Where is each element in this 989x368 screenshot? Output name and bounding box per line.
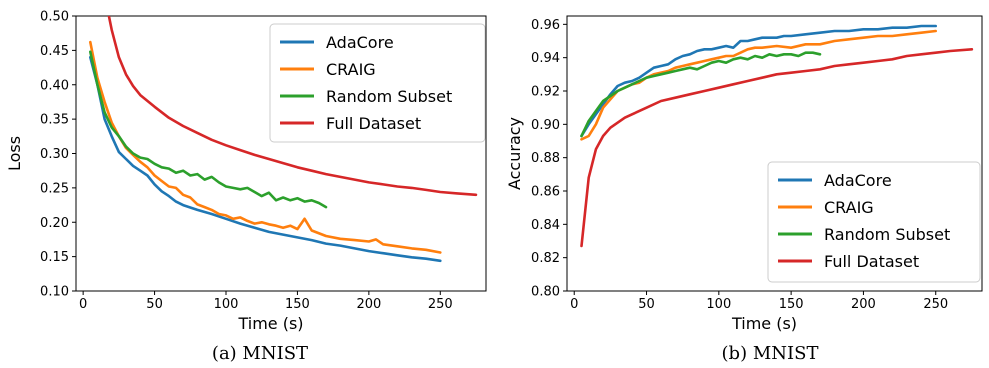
y-tick-label: 0.45 <box>40 44 69 59</box>
series-line-craig <box>580 29 937 141</box>
y-tick-label: 0.90 <box>531 118 560 133</box>
y-tick-label: 0.86 <box>531 185 560 200</box>
y-tick-label: 0.50 <box>40 10 69 25</box>
series-line-random-subset <box>89 50 328 209</box>
y-tick-label: 0.20 <box>40 216 69 231</box>
y-axis-label: Accuracy <box>505 117 524 190</box>
x-tick-label: 250 <box>923 297 948 312</box>
legend-label: AdaCore <box>824 171 892 190</box>
y-tick-label: 0.35 <box>40 113 69 128</box>
x-tick-label: 0 <box>79 297 87 312</box>
legend-label: Full Dataset <box>326 114 421 133</box>
x-axis-label: Time (s) <box>731 314 797 333</box>
x-tick-label: 150 <box>779 297 804 312</box>
x-tick-label: 50 <box>638 297 655 312</box>
legend-label: Random Subset <box>824 225 950 244</box>
y-tick-label: 0.96 <box>531 18 560 33</box>
series-line-adacore <box>580 24 937 138</box>
series-line-adacore <box>89 56 442 263</box>
accuracy-chart-panel: 0 50 100 150 200 250 0.80 0.82 0.84 0.86 0.88 0.90 0… <box>505 15 983 364</box>
y-tick-label: 0.30 <box>40 147 69 162</box>
x-tick-label: 200 <box>851 297 876 312</box>
figure-caption: (a) MNIST <box>212 343 308 364</box>
series-line-full-dataset <box>107 16 478 197</box>
y-tick-label: 0.15 <box>40 250 69 265</box>
plot-frame <box>566 15 983 292</box>
y-tick-label: 0.40 <box>40 78 69 93</box>
x-tick-label: 0 <box>570 297 578 312</box>
legend-label: AdaCore <box>326 33 394 52</box>
y-tick-label: 0.25 <box>40 181 69 196</box>
series-line-craig <box>89 40 442 254</box>
legend-box <box>767 161 981 283</box>
series-line-random-subset <box>580 51 822 138</box>
x-tick-label: 250 <box>428 297 453 312</box>
y-tick-label: 0.92 <box>531 85 560 100</box>
y-tick-label: 0.88 <box>531 151 560 166</box>
loss-chart-panel: 0 50 100 150 200 250 0.10 0.15 0.20 0.25 0.30 0.35 0… <box>5 10 487 364</box>
legend-label: CRAIG <box>824 198 874 217</box>
legend-label: Full Dataset <box>824 252 919 271</box>
y-tick-label: 0.10 <box>40 285 69 300</box>
x-axis-label: Time (s) <box>237 314 303 333</box>
y-tick-label: 0.84 <box>531 218 560 233</box>
legend-box <box>269 23 486 143</box>
y-tick-label: 0.80 <box>531 285 560 300</box>
x-tick-label: 100 <box>706 297 731 312</box>
y-axis-label: Loss <box>5 136 24 171</box>
x-tick-label: 150 <box>285 297 310 312</box>
legend-label: Random Subset <box>326 87 452 106</box>
x-tick-label: 200 <box>356 297 381 312</box>
y-tick-label: 0.94 <box>531 51 560 66</box>
figure-caption: (b) MNIST <box>722 343 819 364</box>
y-tick-label: 0.82 <box>531 251 560 266</box>
legend-label: CRAIG <box>326 60 376 79</box>
x-tick-label: 100 <box>214 297 239 312</box>
series-line-full-dataset <box>580 48 974 248</box>
x-tick-label: 50 <box>146 297 163 312</box>
